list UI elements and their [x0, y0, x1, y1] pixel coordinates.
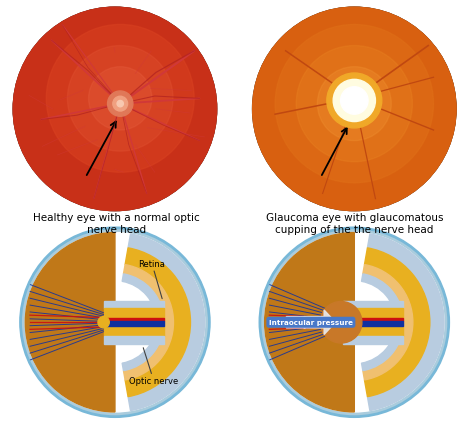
- Circle shape: [98, 317, 109, 328]
- Circle shape: [67, 46, 173, 152]
- Polygon shape: [343, 318, 403, 321]
- Text: Intraocular pressure: Intraocular pressure: [269, 319, 353, 326]
- Circle shape: [341, 88, 368, 115]
- Polygon shape: [343, 308, 403, 318]
- Wedge shape: [123, 265, 173, 380]
- Text: Healthy eye with a normal optic
nerve head: Healthy eye with a normal optic nerve he…: [33, 213, 200, 234]
- Circle shape: [46, 25, 194, 173]
- Circle shape: [9, 4, 220, 215]
- Polygon shape: [104, 321, 164, 327]
- Circle shape: [264, 233, 444, 412]
- Circle shape: [12, 7, 218, 212]
- Circle shape: [25, 233, 205, 412]
- Circle shape: [320, 302, 362, 343]
- Text: Optic nerve: Optic nerve: [129, 348, 178, 385]
- Text: Retina: Retina: [138, 260, 165, 299]
- Wedge shape: [363, 265, 413, 380]
- Polygon shape: [104, 301, 164, 308]
- Wedge shape: [362, 274, 403, 371]
- Circle shape: [20, 228, 210, 417]
- Wedge shape: [122, 274, 164, 371]
- Wedge shape: [25, 233, 115, 412]
- Wedge shape: [367, 234, 444, 411]
- Circle shape: [327, 74, 382, 129]
- Circle shape: [108, 92, 133, 117]
- Circle shape: [318, 68, 391, 141]
- Polygon shape: [104, 308, 164, 318]
- Polygon shape: [343, 337, 403, 344]
- Circle shape: [252, 7, 457, 212]
- Polygon shape: [104, 327, 164, 337]
- Polygon shape: [343, 327, 403, 337]
- Wedge shape: [125, 248, 191, 397]
- FancyArrowPatch shape: [289, 317, 314, 328]
- Circle shape: [333, 80, 375, 122]
- Polygon shape: [343, 301, 403, 308]
- Circle shape: [89, 68, 152, 131]
- Wedge shape: [264, 233, 354, 412]
- Circle shape: [260, 228, 449, 417]
- Polygon shape: [104, 337, 164, 344]
- Polygon shape: [343, 321, 403, 327]
- Circle shape: [275, 25, 434, 183]
- Circle shape: [113, 97, 128, 112]
- Circle shape: [296, 46, 412, 163]
- Polygon shape: [286, 310, 336, 335]
- Circle shape: [249, 4, 460, 215]
- Wedge shape: [365, 248, 430, 397]
- Wedge shape: [128, 234, 205, 411]
- Circle shape: [117, 101, 123, 108]
- Text: Glaucoma eye with glaucomatous
cupping of the the nerve head: Glaucoma eye with glaucomatous cupping o…: [266, 213, 443, 234]
- Polygon shape: [104, 318, 164, 321]
